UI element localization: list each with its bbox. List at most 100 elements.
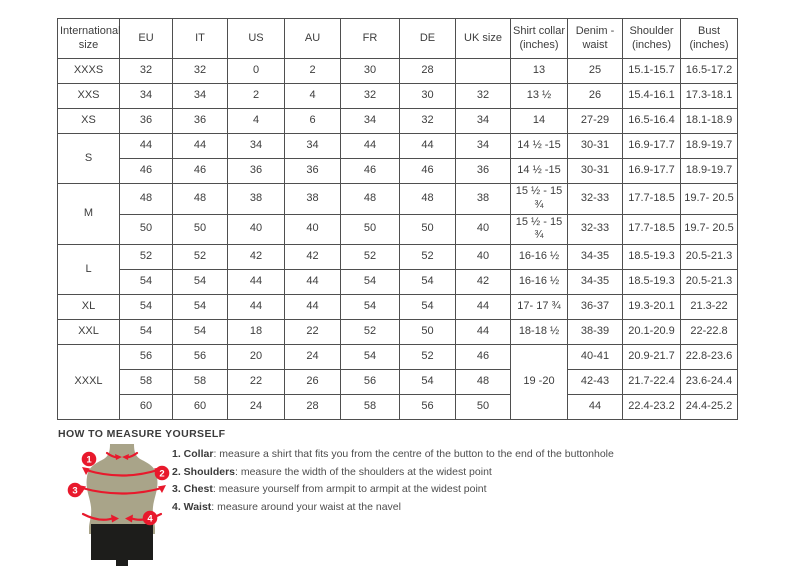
table-cell: 4 — [227, 108, 285, 134]
svg-text:2: 2 — [159, 469, 164, 480]
table-cell: 13 — [510, 58, 568, 84]
table-cell: 44 — [172, 133, 228, 159]
table-cell: 50 — [119, 213, 173, 245]
table-cell: 44 — [227, 269, 285, 295]
table-cell: 56 — [172, 344, 228, 370]
table-cell: 44 — [340, 133, 400, 159]
column-header: US — [227, 18, 285, 59]
table-cell: 40 — [227, 213, 285, 245]
svg-text:3: 3 — [72, 486, 77, 497]
table-cell: 54 — [119, 269, 173, 295]
chest-arrow-right — [158, 485, 166, 493]
table-cell: 54 — [340, 294, 400, 320]
column-header: FR — [340, 18, 400, 59]
size-chart-section: International size EU IT US AU FR DE UK size Shi… — [57, 18, 738, 420]
waist-arrow-right — [111, 514, 119, 523]
table-cell: 19.7- 20.5 — [680, 213, 738, 245]
table-cell: 52 — [119, 244, 173, 270]
table-cell: XL — [57, 294, 120, 320]
measure-point-2: 2 — [154, 465, 170, 481]
table-cell: 30 — [340, 58, 400, 84]
table-cell: 14 — [510, 108, 568, 134]
table-cell: 44 — [284, 294, 341, 320]
table-cell: 54 — [172, 294, 228, 320]
table-cell: 42-43 — [567, 369, 623, 395]
table-row: XS 36 36 4 6 34 32 34 14 27-29 16.5-16.4 18.1-18.9 — [57, 108, 738, 134]
table-cell: 40 — [284, 213, 341, 245]
table-cell: 32-33 — [567, 213, 623, 245]
table-cell: 44 — [455, 294, 511, 320]
measure-item: 3. Chest: measure yourself from armpit t… — [172, 484, 732, 495]
table-cell: S — [57, 133, 120, 184]
table-cell: 20.5-21.3 — [680, 244, 738, 270]
table-cell: 46 — [455, 344, 511, 370]
table-cell: XS — [57, 108, 120, 134]
table-cell: 36 — [455, 158, 511, 184]
table-cell: 25 — [567, 58, 623, 84]
measure-point-4: 4 — [142, 510, 158, 526]
table-cell: 54 — [172, 269, 228, 295]
table-cell: 60 — [172, 394, 228, 420]
measure-item: 4. Waist: measure around your waist at t… — [172, 501, 732, 513]
table-cell: L — [57, 244, 120, 295]
table-cell: 48 — [340, 183, 400, 215]
table-cell: 52 — [340, 244, 400, 270]
table-cell: 18.9-19.7 — [680, 158, 738, 184]
table-cell: 15 ½ - 15 ¾ — [510, 213, 568, 245]
table-row: XXXS 32 32 0 2 30 28 13 25 15.1-15.7 16.5-17.2 — [57, 58, 738, 84]
svg-text:4: 4 — [147, 514, 153, 525]
table-cell: 16-16 ½ — [510, 244, 568, 270]
table-cell: 20.1-20.9 — [622, 319, 681, 345]
column-header: Shirt collar (inches) — [510, 18, 568, 59]
measure-item-text: : measure a shirt that fits you from the… — [213, 448, 614, 460]
column-header: DE — [399, 18, 456, 59]
table-cell: 54 — [340, 269, 400, 295]
table-cell: XXL — [57, 319, 120, 345]
table-row: L 52 52 42 42 52 52 40 16-16 ½ 34-35 18.5-19.3 20.5… — [57, 244, 738, 295]
table-cell: 50 — [455, 394, 511, 420]
table-cell: 50 — [340, 213, 400, 245]
table-cell: 18.9-19.7 — [680, 133, 738, 159]
table-row: XL 54 54 44 44 54 54 44 17- 17 ¾ 36-37 19.3-20.1 21… — [57, 294, 738, 320]
table-cell: 4 — [284, 83, 341, 109]
table-row: 60 60 24 28 58 56 50 44 22.4-23.2 24.4-25.2 — [58, 394, 738, 420]
table-cell: 22 — [284, 319, 341, 345]
table-cell: 36-37 — [567, 294, 623, 320]
table-cell: 17.3-18.1 — [680, 83, 738, 109]
table-cell — [455, 58, 511, 84]
table-cell: 2 — [284, 58, 341, 84]
table-cell: 19 -20 — [510, 344, 568, 420]
collar-arrow-left — [122, 454, 129, 460]
table-cell: 23.6-24.4 — [680, 369, 738, 395]
table-cell: 0 — [227, 58, 285, 84]
table-cell: XXS — [57, 83, 120, 109]
table-cell: 34-35 — [567, 269, 623, 295]
table-cell: 18.5-19.3 — [622, 244, 681, 270]
measure-item-label: 1. Collar — [172, 448, 214, 460]
measure-instructions-list: 1. Collar: measure a shirt that fits you… — [172, 448, 732, 519]
table-cell: 34 — [455, 133, 511, 159]
table-cell: 42 — [284, 244, 341, 270]
table-cell: 38 — [227, 183, 285, 215]
table-cell: 40-41 — [567, 344, 623, 370]
mannequin-torso — [86, 444, 158, 534]
table-cell: 50 — [399, 319, 456, 345]
table-cell: 42 — [455, 269, 511, 295]
table-cell: 56 — [119, 344, 173, 370]
table-cell: 36 — [172, 108, 228, 134]
table-cell: 6 — [284, 108, 341, 134]
size-table-header-row: International size EU IT US AU FR DE UK size Shi… — [57, 18, 738, 59]
table-cell: 52 — [340, 319, 400, 345]
table-cell: 34 — [227, 133, 285, 159]
table-cell: 22-22.8 — [680, 319, 738, 345]
table-cell: 48 — [455, 369, 511, 395]
table-cell: 18-18 ½ — [510, 319, 568, 345]
column-header: International size — [57, 18, 121, 59]
table-row: S 44 44 34 34 44 44 34 14 ½ -15 30-31 16.9-17.7 18.… — [57, 133, 738, 184]
table-cell: 21.3-22 — [680, 294, 738, 320]
shoulder-measure-line — [84, 468, 160, 477]
table-cell: 34 — [172, 83, 228, 109]
table-cell: 40 — [455, 244, 511, 270]
table-cell: 38-39 — [567, 319, 623, 345]
svg-text:1: 1 — [86, 455, 92, 466]
